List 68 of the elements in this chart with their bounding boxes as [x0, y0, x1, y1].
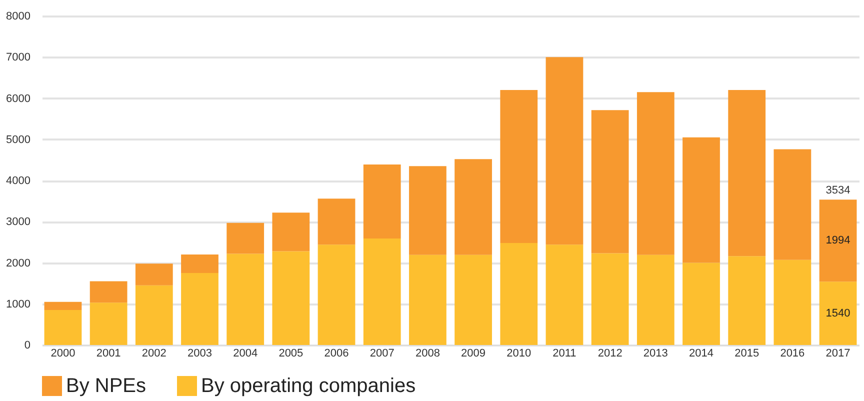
x-tick-label: 2010 [506, 348, 532, 360]
x-tick-label: 2009 [461, 348, 486, 360]
bar [591, 253, 629, 345]
bar [546, 57, 584, 245]
legend-label: By operating companies [201, 375, 416, 397]
y-tick-label: 2000 [6, 257, 30, 270]
x-tick-label: 2002 [142, 348, 166, 360]
bar [409, 254, 446, 345]
bar [500, 90, 538, 244]
y-tick-label: 3000 [6, 216, 30, 228]
total-label: 3534 [826, 184, 850, 197]
bar [728, 90, 766, 256]
bar [44, 310, 82, 345]
bar [636, 92, 674, 255]
bar [636, 254, 674, 345]
y-tick-label: 0 [24, 340, 30, 352]
y-tick-label: 8000 [6, 10, 30, 22]
bar [819, 282, 857, 345]
bar [226, 254, 264, 345]
bar [774, 149, 812, 260]
x-tick-label: 2001 [96, 348, 121, 360]
bar [728, 256, 766, 345]
x-tick-label: 2014 [689, 348, 714, 360]
bar [682, 262, 720, 345]
y-tick-label: 5000 [6, 134, 30, 146]
x-tick-label: 2013 [643, 348, 668, 360]
bar [135, 285, 173, 345]
y-tick-label: 1000 [6, 298, 30, 310]
bar [591, 110, 629, 254]
y-tick-label: 7000 [6, 52, 30, 64]
x-tick-label: 2016 [780, 348, 805, 360]
x-tick-label: 2003 [188, 348, 212, 360]
bar [774, 260, 812, 345]
bar [454, 159, 492, 255]
x-tick-label: 2007 [370, 348, 394, 360]
x-tick-label: 2012 [598, 348, 622, 360]
bar [90, 302, 128, 345]
bar [682, 137, 720, 263]
bar [409, 166, 446, 255]
bar [318, 244, 356, 345]
bar [181, 273, 218, 345]
x-tick-label: 2008 [415, 348, 440, 360]
x-tick-label: 2005 [278, 348, 304, 360]
bar [44, 302, 82, 310]
x-tick-label: 2000 [50, 348, 76, 360]
bar [454, 254, 492, 345]
bar [500, 243, 538, 345]
bar [181, 254, 218, 274]
x-tick-label: 2015 [734, 348, 760, 360]
bar [226, 222, 264, 254]
x-tick-label: 2004 [233, 348, 258, 360]
legend-label: By NPEs [66, 375, 146, 397]
x-tick-label: 2006 [324, 348, 349, 360]
bar [318, 198, 356, 245]
bar [363, 238, 401, 345]
x-tick-label: 2017 [826, 348, 850, 360]
bar [272, 251, 310, 345]
bar [90, 281, 128, 303]
x-tick-label: 2011 [552, 348, 576, 360]
bar [363, 164, 401, 238]
y-tick-label: 6000 [6, 92, 30, 105]
bar [819, 200, 857, 282]
bar [272, 212, 310, 252]
data-label: 1994 [826, 234, 850, 247]
y-tick-label: 4000 [6, 175, 30, 187]
bar [546, 244, 584, 345]
bar [135, 264, 173, 286]
data-label: 1540 [826, 307, 850, 320]
